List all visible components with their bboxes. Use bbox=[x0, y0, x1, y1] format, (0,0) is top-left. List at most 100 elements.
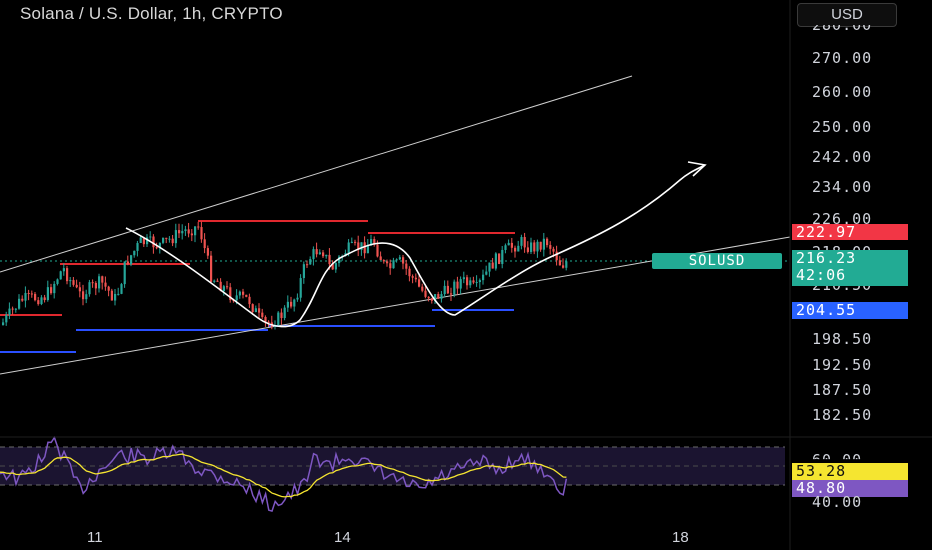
candle-body bbox=[523, 237, 526, 248]
price-tick: 270.00 bbox=[812, 49, 873, 67]
candle-body bbox=[34, 293, 37, 301]
price-tick: 242.00 bbox=[812, 148, 873, 166]
time-label: 18 bbox=[672, 529, 689, 546]
channel-upper bbox=[0, 75, 633, 273]
candle-body bbox=[226, 286, 229, 288]
rsi-line bbox=[0, 435, 568, 513]
candle-body bbox=[379, 256, 382, 261]
candle-body bbox=[130, 255, 133, 265]
candle-body bbox=[267, 321, 270, 323]
candle-body bbox=[360, 242, 363, 250]
price-tick: 260.00 bbox=[812, 83, 873, 101]
candle-body bbox=[331, 264, 334, 270]
candle-body bbox=[219, 281, 222, 292]
candle-body bbox=[114, 293, 117, 301]
candle-body bbox=[24, 292, 27, 301]
candle-body bbox=[14, 308, 17, 310]
candle-body bbox=[306, 264, 309, 266]
candle-body bbox=[389, 263, 392, 269]
candle-body bbox=[542, 238, 545, 250]
price-tick: 280.00 bbox=[812, 16, 873, 34]
candle-body bbox=[155, 247, 158, 249]
resistance-price-badge: 222.97 bbox=[792, 224, 908, 240]
candle-body bbox=[309, 259, 312, 265]
candle-body bbox=[11, 308, 14, 310]
candle-body bbox=[459, 279, 462, 289]
candle-body bbox=[210, 255, 213, 282]
candle-body bbox=[549, 245, 552, 249]
candle-body bbox=[482, 274, 485, 281]
time-label: 14 bbox=[334, 529, 351, 546]
candle-body bbox=[418, 279, 421, 287]
candle-body bbox=[494, 253, 497, 269]
candle-body bbox=[46, 287, 49, 301]
candle-body bbox=[277, 312, 280, 326]
candle-body bbox=[565, 261, 568, 268]
currency-button[interactable]: USD bbox=[797, 3, 897, 27]
candle-body bbox=[517, 245, 520, 252]
candle-body bbox=[299, 278, 302, 298]
candle-body bbox=[456, 281, 459, 289]
candle-body bbox=[498, 253, 501, 264]
candle-body bbox=[562, 265, 565, 268]
last-price-value: 216.23 bbox=[796, 249, 857, 267]
candle-body bbox=[146, 237, 149, 245]
candle-body bbox=[216, 280, 219, 282]
candle-body bbox=[411, 276, 414, 278]
rsi-ma-line bbox=[0, 453, 567, 498]
support-price-badge: 204.55 bbox=[792, 302, 908, 319]
candle-body bbox=[424, 290, 427, 297]
candle-body bbox=[450, 293, 453, 295]
candle-body bbox=[530, 242, 533, 252]
price-tick: 182.50 bbox=[812, 406, 873, 424]
candle-body bbox=[475, 282, 478, 284]
candle-body bbox=[437, 294, 440, 299]
candle-body bbox=[501, 249, 504, 264]
candle-body bbox=[382, 260, 385, 262]
candle-body bbox=[165, 237, 168, 239]
candle-body bbox=[293, 299, 296, 307]
bar-countdown: 42:06 bbox=[796, 266, 847, 284]
candle-body bbox=[2, 322, 5, 325]
candle-body bbox=[40, 297, 43, 305]
candle-body bbox=[206, 248, 209, 256]
candle-body bbox=[187, 229, 190, 234]
candle-body bbox=[88, 282, 91, 295]
candle-body bbox=[94, 282, 97, 289]
candle-body bbox=[488, 262, 491, 272]
candle-body bbox=[334, 263, 337, 270]
candle-body bbox=[434, 294, 437, 301]
candle-body bbox=[398, 257, 401, 260]
candle-body bbox=[395, 259, 398, 261]
candle-body bbox=[357, 242, 360, 250]
candle-body bbox=[197, 226, 200, 228]
candle-body bbox=[466, 277, 469, 286]
candle-body bbox=[469, 280, 472, 286]
candle-body bbox=[264, 316, 267, 322]
candle-body bbox=[27, 292, 30, 294]
arrow-head-icon bbox=[687, 161, 707, 177]
candle-body bbox=[251, 304, 254, 313]
candle-body bbox=[414, 277, 417, 280]
candle-body bbox=[283, 307, 286, 319]
candle-body bbox=[258, 308, 261, 313]
candle-body bbox=[142, 237, 145, 245]
candle-body bbox=[222, 286, 225, 292]
candle-body bbox=[181, 231, 184, 234]
candle-body bbox=[72, 280, 75, 285]
candle-body bbox=[75, 284, 78, 288]
candle-body bbox=[533, 242, 536, 252]
candle-body bbox=[82, 291, 85, 300]
candle-body bbox=[174, 230, 177, 244]
candle-body bbox=[507, 242, 510, 246]
time-label: 11 bbox=[87, 529, 103, 546]
candle-body bbox=[510, 242, 513, 248]
candle-body bbox=[443, 285, 446, 295]
symbol-label: SOLUSD bbox=[652, 253, 782, 269]
candle-body bbox=[440, 294, 443, 299]
candle-body bbox=[280, 312, 283, 319]
candle-body bbox=[446, 285, 449, 294]
candle-body bbox=[91, 282, 94, 284]
candle-body bbox=[392, 260, 395, 269]
